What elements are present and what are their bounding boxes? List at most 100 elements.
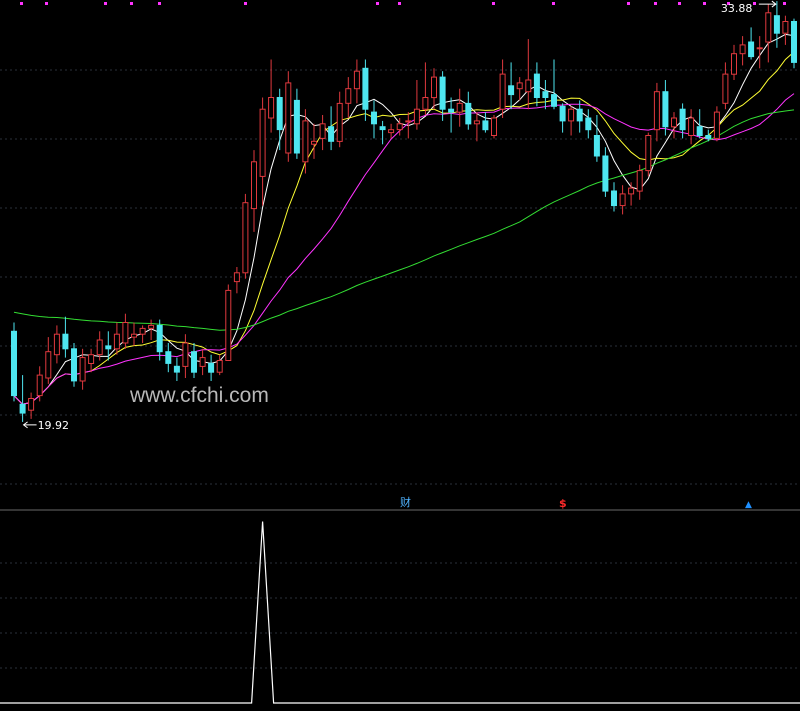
candlestick[interactable]: [731, 44, 737, 80]
candlestick[interactable]: [388, 123, 395, 139]
candlestick[interactable]: [105, 331, 112, 361]
candlestick[interactable]: [28, 392, 35, 419]
candlestick[interactable]: [705, 129, 712, 142]
candlestick[interactable]: [533, 62, 540, 107]
candlestick[interactable]: [499, 59, 506, 119]
candlestick[interactable]: [765, 4, 772, 63]
candlestick[interactable]: [619, 185, 626, 215]
candlestick[interactable]: [336, 91, 343, 148]
event-marker-triangle-icon[interactable]: ▲: [745, 500, 752, 510]
candlestick[interactable]: [628, 182, 635, 206]
candlestick[interactable]: [456, 88, 463, 127]
candlestick[interactable]: [71, 343, 77, 387]
candlestick[interactable]: [662, 80, 669, 136]
candlestick[interactable]: [756, 36, 763, 69]
candlestick[interactable]: [636, 164, 643, 200]
candlestick[interactable]: [45, 337, 52, 384]
top-dot-marker: [104, 2, 107, 5]
candlestick[interactable]: [79, 348, 86, 390]
candlestick[interactable]: [602, 147, 609, 197]
candlestick[interactable]: [251, 150, 257, 232]
candlestick[interactable]: [396, 118, 403, 136]
candlestick[interactable]: [233, 267, 240, 294]
candlestick[interactable]: [722, 62, 729, 110]
candlestick[interactable]: [131, 322, 137, 346]
candlestick[interactable]: [371, 100, 377, 139]
candlestick[interactable]: [593, 115, 600, 162]
candlestick[interactable]: [516, 77, 523, 101]
candlestick[interactable]: [11, 322, 17, 402]
event-marker-dollar[interactable]: $: [559, 497, 567, 510]
candlestick[interactable]: [671, 112, 677, 139]
candlestick[interactable]: [688, 109, 695, 145]
candlestick[interactable]: [225, 284, 232, 361]
candlestick[interactable]: [482, 112, 489, 133]
candlestick[interactable]: [165, 343, 172, 373]
candlestick[interactable]: [525, 39, 532, 110]
candlestick[interactable]: [559, 103, 566, 133]
candlestick[interactable]: [431, 68, 437, 110]
candlestick[interactable]: [302, 109, 309, 174]
candlestick[interactable]: [19, 375, 26, 422]
candlestick[interactable]: [576, 100, 583, 133]
candlestick[interactable]: [413, 80, 420, 130]
candlestick[interactable]: [465, 91, 472, 130]
candlestick[interactable]: [311, 123, 317, 159]
candlestick[interactable]: [713, 106, 720, 142]
event-marker-finance[interactable]: 财: [400, 495, 411, 509]
candlestick[interactable]: [362, 59, 369, 121]
candlestick[interactable]: [88, 348, 95, 373]
candlestick[interactable]: [148, 319, 155, 340]
candlestick[interactable]: [173, 357, 180, 381]
candlestick[interactable]: [268, 59, 275, 133]
top-dot-marker: [678, 2, 681, 5]
candlestick[interactable]: [611, 182, 617, 212]
candlestick[interactable]: [182, 334, 189, 378]
candlestick[interactable]: [791, 18, 797, 69]
candlestick[interactable]: [36, 366, 43, 402]
candlestick[interactable]: [259, 97, 266, 206]
candlestick[interactable]: [285, 71, 292, 162]
candlestick[interactable]: [216, 354, 223, 376]
candlestick[interactable]: [773, 1, 780, 48]
candlestick[interactable]: [653, 82, 660, 142]
candlestick[interactable]: [696, 109, 703, 139]
candlestick[interactable]: [422, 62, 429, 115]
candlestick[interactable]: [568, 106, 575, 136]
candlestick[interactable]: [199, 348, 206, 376]
candlestick[interactable]: [379, 120, 386, 145]
candlestick[interactable]: [53, 325, 60, 364]
candlestick[interactable]: [62, 316, 69, 358]
candlestick[interactable]: [782, 15, 789, 45]
candlestick[interactable]: [508, 62, 515, 110]
candle-body: [96, 339, 103, 356]
candlestick[interactable]: [353, 59, 360, 104]
candlestick[interactable]: [405, 112, 412, 139]
candlestick[interactable]: [122, 313, 129, 349]
candlestick[interactable]: [679, 103, 686, 139]
top-dot-marker: [158, 2, 161, 5]
candlestick[interactable]: [319, 115, 326, 151]
candlestick[interactable]: [139, 325, 146, 343]
candlestick[interactable]: [542, 80, 549, 110]
candlestick[interactable]: [276, 88, 283, 151]
candle-body: [165, 351, 172, 364]
candlestick[interactable]: [156, 319, 163, 361]
candlestick[interactable]: [748, 27, 755, 60]
candlestick[interactable]: [96, 331, 103, 361]
candlestick[interactable]: [473, 112, 480, 142]
candlestick[interactable]: [328, 106, 335, 151]
candlestick[interactable]: [242, 193, 249, 279]
candlestick[interactable]: [739, 36, 746, 66]
candlestick[interactable]: [439, 71, 446, 121]
candlestick[interactable]: [345, 77, 352, 118]
candlestick[interactable]: [293, 88, 300, 159]
candlestick[interactable]: [645, 132, 652, 177]
candlestick[interactable]: [448, 97, 455, 133]
candlestick[interactable]: [491, 115, 497, 139]
candlestick[interactable]: [208, 354, 215, 381]
candlestick[interactable]: [585, 109, 592, 139]
candlestick[interactable]: [551, 59, 557, 110]
candlestick[interactable]: [113, 322, 120, 355]
candlestick[interactable]: [191, 343, 197, 378]
